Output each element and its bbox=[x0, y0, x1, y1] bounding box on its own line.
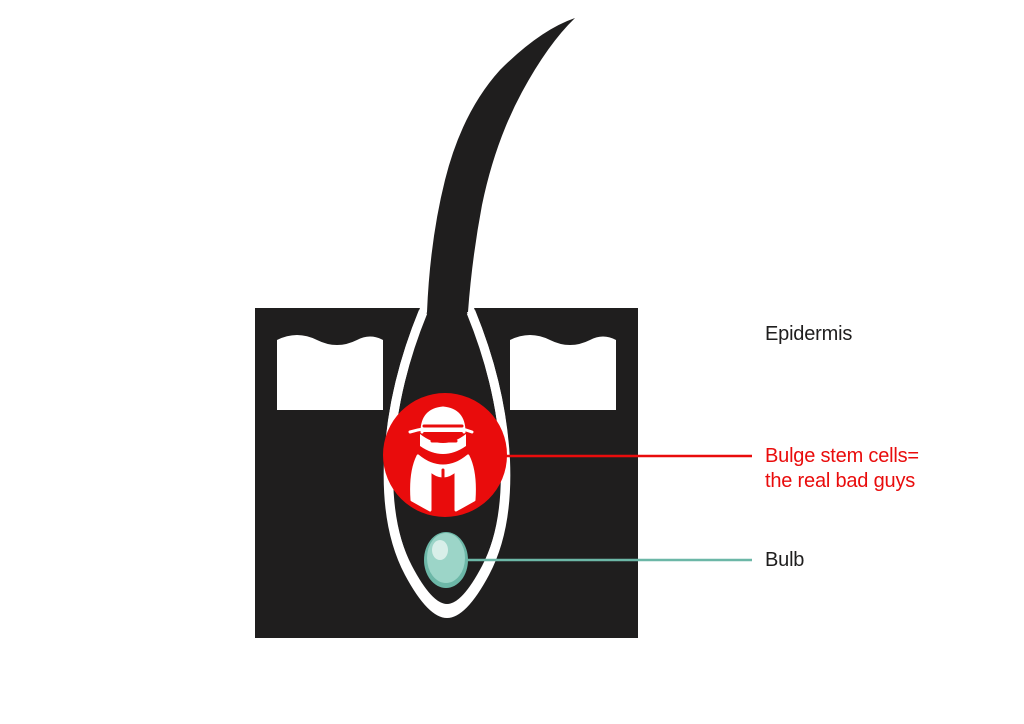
hair-follicle-figure bbox=[0, 0, 1024, 724]
bulge-label: Bulge stem cells= the real bad guys bbox=[765, 444, 919, 494]
bulb-label: Bulb bbox=[765, 548, 804, 573]
bulge-icon bbox=[383, 393, 507, 517]
diagram-canvas: Epidermis Bulge stem cells= the real bad… bbox=[0, 0, 1024, 724]
bulb-icon bbox=[424, 532, 468, 588]
hair-shaft bbox=[427, 18, 575, 312]
epidermis-label: Epidermis bbox=[765, 322, 852, 347]
